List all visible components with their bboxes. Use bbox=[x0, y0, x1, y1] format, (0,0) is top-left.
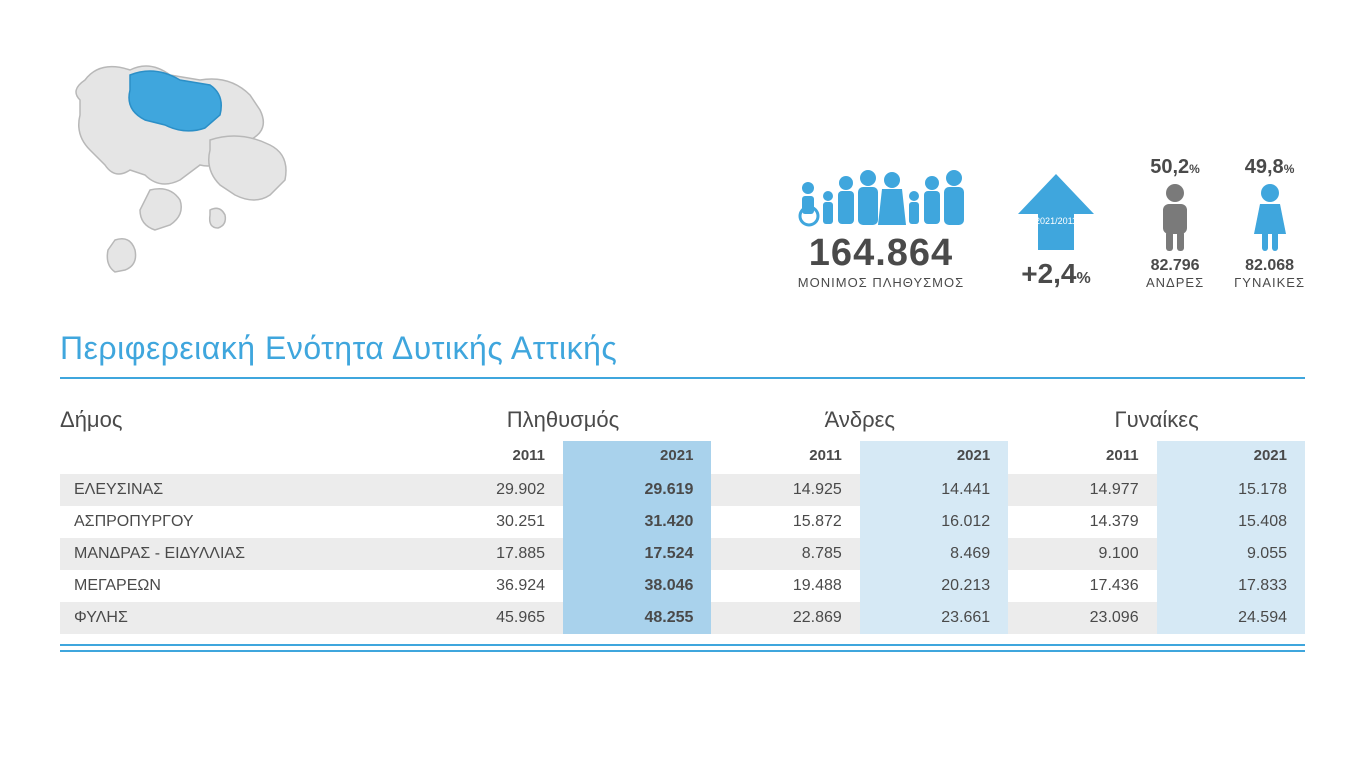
col-population: Πληθυσμός bbox=[415, 399, 712, 441]
men-y1: 2011 bbox=[711, 441, 859, 474]
male-pct: 50,2 bbox=[1150, 156, 1189, 178]
table-cell: 29.902 bbox=[415, 474, 563, 506]
table-rule-bottom-2 bbox=[60, 650, 1305, 652]
table-subhead: 2011 2021 2011 2021 2011 2021 bbox=[60, 441, 1305, 474]
table-head: Δήμος Πληθυσμός Άνδρες Γυναίκες bbox=[60, 399, 1305, 441]
table-cell: 8.469 bbox=[860, 538, 1008, 570]
table-cell: ΕΛΕΥΣΙΝΑΣ bbox=[60, 474, 415, 506]
top-section: 164.864 ΜΟΝΙΜΟΣ ΠΛΗΘΥΣΜΟΣ 2021/2011 +2,4… bbox=[60, 20, 1305, 300]
table-row: ΦΥΛΗΣ45.96548.25522.86923.66123.09624.59… bbox=[60, 602, 1305, 634]
summary-stats: 164.864 ΜΟΝΙΜΟΣ ΠΛΗΘΥΣΜΟΣ 2021/2011 +2,4… bbox=[360, 156, 1305, 300]
table-cell: 29.619 bbox=[563, 474, 711, 506]
change-value: +2,4% bbox=[1016, 258, 1096, 290]
region-map bbox=[60, 40, 320, 300]
col-municipality: Δήμος bbox=[60, 399, 415, 441]
population-block: 164.864 ΜΟΝΙΜΟΣ ΠΛΗΘΥΣΜΟΣ bbox=[796, 158, 966, 290]
women-y2: 2021 bbox=[1157, 441, 1305, 474]
table-body: ΕΛΕΥΣΙΝΑΣ29.90229.61914.92514.44114.9771… bbox=[60, 474, 1305, 634]
table-cell: 17.885 bbox=[415, 538, 563, 570]
female-count: 82.068 bbox=[1234, 257, 1305, 275]
pop-y2: 2021 bbox=[563, 441, 711, 474]
table-cell: 20.213 bbox=[860, 570, 1008, 602]
table-cell: 15.872 bbox=[711, 506, 859, 538]
table-cell: ΑΣΠΡΟΠΥΡΓΟΥ bbox=[60, 506, 415, 538]
arrow-up-icon: 2021/2011 bbox=[1016, 172, 1096, 252]
population-value: 164.864 bbox=[796, 232, 966, 275]
table-row: ΑΣΠΡΟΠΥΡΓΟΥ30.25131.42015.87216.01214.37… bbox=[60, 506, 1305, 538]
change-unit: % bbox=[1077, 270, 1091, 287]
population-table: Δήμος Πληθυσμός Άνδρες Γυναίκες 2011 202… bbox=[60, 399, 1305, 634]
table-cell: 19.488 bbox=[711, 570, 859, 602]
table-cell: 22.869 bbox=[711, 602, 859, 634]
table-cell: 15.178 bbox=[1157, 474, 1305, 506]
table-cell: 36.924 bbox=[415, 570, 563, 602]
table-cell: 30.251 bbox=[415, 506, 563, 538]
male-col: 50,2% 82.796 ΑΝΔΡΕΣ bbox=[1146, 156, 1204, 290]
table-cell: 9.100 bbox=[1008, 538, 1156, 570]
women-y1: 2011 bbox=[1008, 441, 1156, 474]
table-cell: 14.441 bbox=[860, 474, 1008, 506]
female-icon bbox=[1234, 183, 1305, 253]
men-y2: 2021 bbox=[860, 441, 1008, 474]
population-label: ΜΟΝΙΜΟΣ ΠΛΗΘΥΣΜΟΣ bbox=[796, 275, 966, 290]
table-cell: 48.255 bbox=[563, 602, 711, 634]
male-icon bbox=[1146, 183, 1204, 253]
table-rule-bottom bbox=[60, 644, 1305, 646]
table-cell: 17.833 bbox=[1157, 570, 1305, 602]
change-period-label: 2021/2011 bbox=[1035, 216, 1077, 226]
change-block: 2021/2011 +2,4% bbox=[1016, 172, 1096, 290]
table-cell: 14.977 bbox=[1008, 474, 1156, 506]
female-label: ΓΥΝΑΙΚΕΣ bbox=[1234, 275, 1305, 290]
table-cell: 14.379 bbox=[1008, 506, 1156, 538]
male-label: ΑΝΔΡΕΣ bbox=[1146, 275, 1204, 290]
table-cell: 17.524 bbox=[563, 538, 711, 570]
table-cell: 45.965 bbox=[415, 602, 563, 634]
table-cell: 38.046 bbox=[563, 570, 711, 602]
table-cell: 16.012 bbox=[860, 506, 1008, 538]
female-pct: 49,8 bbox=[1245, 156, 1284, 178]
title-rule bbox=[60, 377, 1305, 379]
family-icon bbox=[796, 158, 966, 228]
table-cell: 17.436 bbox=[1008, 570, 1156, 602]
pop-y1: 2011 bbox=[415, 441, 563, 474]
change-number: +2,4 bbox=[1021, 258, 1076, 289]
table-row: ΜΑΝΔΡΑΣ - ΕΙΔΥΛΛΙΑΣ17.88517.5248.7858.46… bbox=[60, 538, 1305, 570]
table-cell: ΦΥΛΗΣ bbox=[60, 602, 415, 634]
table-cell: ΜΑΝΔΡΑΣ - ΕΙΔΥΛΛΙΑΣ bbox=[60, 538, 415, 570]
table-cell: 23.661 bbox=[860, 602, 1008, 634]
table-cell: 31.420 bbox=[563, 506, 711, 538]
table-row: ΕΛΕΥΣΙΝΑΣ29.90229.61914.92514.44114.9771… bbox=[60, 474, 1305, 506]
female-pct-unit: % bbox=[1284, 162, 1295, 176]
page-title: Περιφερειακή Ενότητα Δυτικής Αττικής bbox=[60, 330, 1305, 367]
table-cell: 9.055 bbox=[1157, 538, 1305, 570]
table-cell: ΜΕΓΑΡΕΩΝ bbox=[60, 570, 415, 602]
male-pct-unit: % bbox=[1189, 162, 1200, 176]
male-count: 82.796 bbox=[1146, 257, 1204, 275]
table-cell: 14.925 bbox=[711, 474, 859, 506]
table-cell: 15.408 bbox=[1157, 506, 1305, 538]
gender-block: 50,2% 82.796 ΑΝΔΡΕΣ 49,8% 82.068 ΓΥΝΑΙΚΕ… bbox=[1146, 156, 1305, 290]
col-women: Γυναίκες bbox=[1008, 399, 1305, 441]
table-cell: 8.785 bbox=[711, 538, 859, 570]
table-cell: 24.594 bbox=[1157, 602, 1305, 634]
col-men: Άνδρες bbox=[711, 399, 1008, 441]
female-col: 49,8% 82.068 ΓΥΝΑΙΚΕΣ bbox=[1234, 156, 1305, 290]
table-row: ΜΕΓΑΡΕΩΝ36.92438.04619.48820.21317.43617… bbox=[60, 570, 1305, 602]
table-cell: 23.096 bbox=[1008, 602, 1156, 634]
